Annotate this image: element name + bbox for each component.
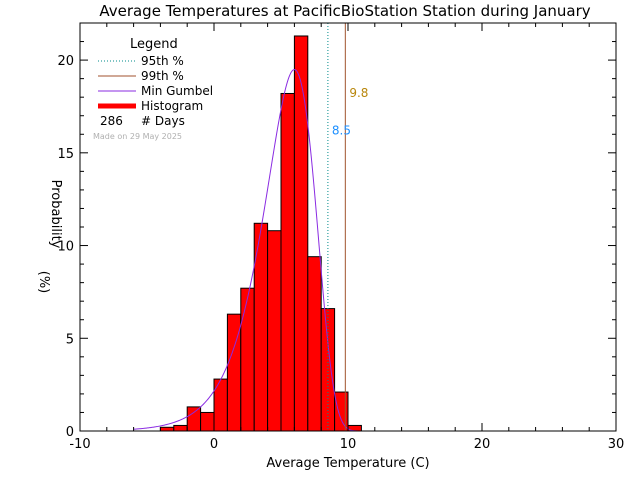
histogram-bar: [307, 256, 322, 432]
legend-days-label: # Days: [141, 114, 185, 128]
percentile-95-label: 8.5: [332, 123, 351, 137]
x-tick-label: 20: [474, 437, 491, 452]
x-tick-label: -10: [69, 437, 90, 452]
chart-title: Average Temperatures at PacificBioStatio…: [99, 2, 590, 20]
histogram-bars: [159, 35, 362, 432]
legend-gumbel-label: Min Gumbel: [141, 84, 213, 98]
histogram-bar: [213, 378, 228, 432]
x-tick-label: 10: [340, 437, 357, 452]
percentile-99-label: 9.8: [349, 86, 368, 100]
y-tick-label: 15: [57, 147, 74, 162]
histogram-bar: [293, 35, 309, 432]
histogram-bar: [159, 426, 175, 432]
histogram-bar: [334, 391, 349, 432]
histogram-bar: [267, 230, 282, 432]
legend: Legend 95th % 99th % Min Gumbel Histogra…: [98, 37, 213, 128]
x-tick-label: 0: [210, 437, 218, 452]
y-tick-label: 20: [57, 54, 74, 69]
histogram-bar: [240, 287, 255, 432]
legend-95-label: 95th %: [141, 54, 184, 68]
legend-histogram-label: Histogram: [141, 99, 203, 113]
min-gumbel-curve: [133, 69, 361, 432]
x-tick-label: 30: [608, 437, 625, 452]
x-axis-label: Average Temperature (C): [266, 456, 429, 471]
histogram-bar: [200, 411, 215, 432]
y-tick-label: 5: [66, 332, 74, 347]
legend-days-count: 286: [100, 114, 123, 128]
y-axis-unit: (%): [36, 271, 51, 294]
x-axis: -10 0 10 20 30: [69, 23, 624, 452]
histogram-bar: [173, 424, 188, 432]
y-axis-label: Probability: [48, 180, 63, 249]
legend-title: Legend: [130, 37, 178, 52]
y-tick-label: 10: [57, 240, 74, 255]
credit-text: Made on 29 May 2025: [93, 132, 182, 141]
y-axis: 0 5 10 15 20: [57, 22, 616, 440]
histogram-bar: [186, 406, 202, 432]
y-tick-label: 0: [66, 425, 74, 440]
histogram-bar: [280, 92, 295, 432]
legend-99-label: 99th %: [141, 69, 184, 83]
